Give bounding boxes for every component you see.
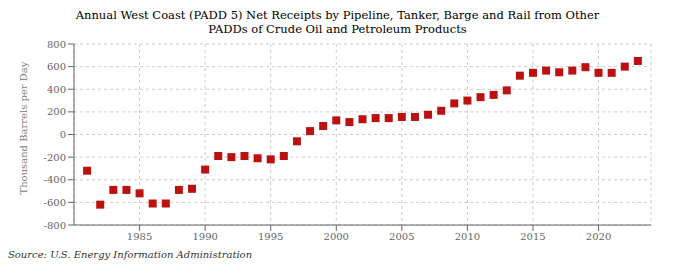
svg-text:2010: 2010	[455, 231, 480, 242]
svg-text:800: 800	[47, 39, 66, 50]
svg-text:200: 200	[47, 106, 66, 117]
svg-text:2015: 2015	[520, 231, 545, 242]
svg-text:-200: -200	[44, 152, 66, 163]
svg-text:1995: 1995	[258, 231, 283, 242]
svg-text:400: 400	[47, 84, 66, 95]
svg-text:-400: -400	[44, 174, 66, 185]
html-text:Source: U.S. Energy Informatio: Source: U.S. Energy Information Administ…	[8, 249, 253, 260]
html-text:PADDs of Crude Oil and Petrole: PADDs of Crude Oil and Petroleum Product…	[208, 22, 467, 36]
html-text:Annual West Coast (PADD 5) Net: Annual West Coast (PADD 5) Net Receipts …	[75, 8, 600, 22]
svg-text:2000: 2000	[324, 231, 349, 242]
svg-text:Thousand Barrels per Day: Thousand Barrels per Day	[18, 61, 29, 194]
svg-text:1985: 1985	[127, 231, 152, 242]
svg-text:-600: -600	[44, 197, 66, 208]
svg-text:-800: -800	[44, 220, 66, 231]
svg-text:2005: 2005	[389, 231, 414, 242]
svg-text:1990: 1990	[192, 231, 217, 242]
svg-text:2020: 2020	[586, 231, 611, 242]
svg-text:600: 600	[47, 61, 66, 72]
svg-text:0: 0	[60, 129, 66, 140]
